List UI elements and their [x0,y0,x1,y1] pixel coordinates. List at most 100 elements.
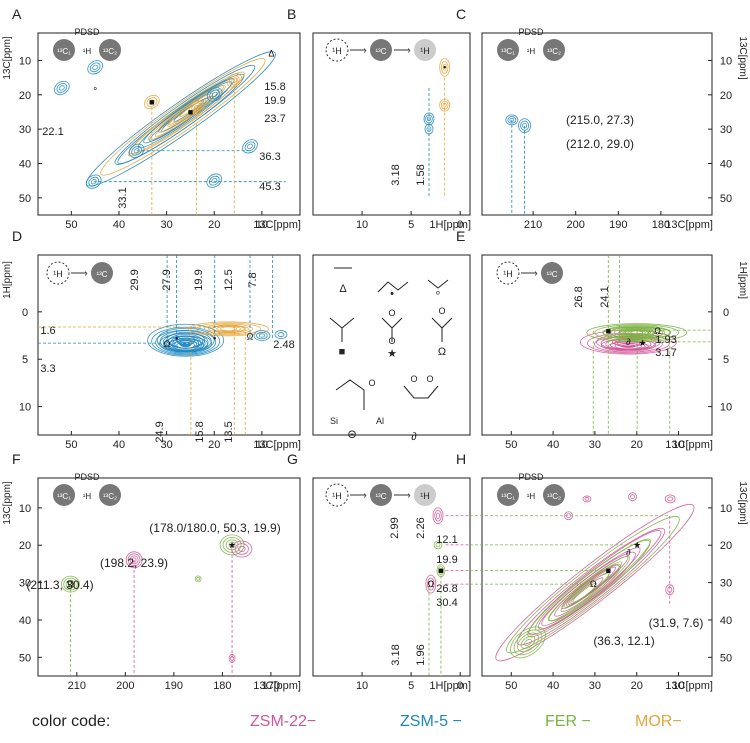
panel-A: A50 40 30 20 1013C[ppm]102030405013C[ppm]PDS… [2,6,301,231]
annot-1.6: 1.6 [40,325,55,337]
nucleus-c2-icon [99,484,121,506]
contour-peak [188,100,205,115]
color-legend: color code: ZSM-22− ZSM-5 − FER − MOR− [0,705,750,743]
contour-peak [234,543,249,555]
contour-peak [513,629,543,656]
contour-peak [168,337,203,351]
panel-H-ytick-label: 40 [720,615,732,627]
contour-peak [131,145,142,156]
annot-24.1: 24.1 [599,286,611,307]
panel-C-xlabel: 13C[ppm] [665,219,713,231]
panel-F-frame [37,477,301,677]
legend-fer: FER − [545,713,591,731]
nucleus-c1-label: ¹³C₁ [57,47,71,56]
contour-peak [253,330,271,341]
structure-atom: O [410,374,417,384]
legend-zsm22-label: ZSM-22 [250,713,307,730]
contour-peak [167,338,205,352]
annot-2.48: 2.48 [273,339,294,351]
panel-H-ytick-label: 50 [720,652,732,664]
panel-H-xtick-label: 30 [589,680,601,692]
contour-peak [426,126,432,133]
marker-delta: Δ [268,49,274,59]
panel-C-ytick-label: 30 [720,124,732,136]
annot-30.4: 30.4 [436,597,457,609]
panel-F-label: F [12,451,21,467]
contour-peak [624,328,650,337]
legend-mor: MOR− [635,713,682,731]
nucleus-c2-label: ¹³C₂ [103,47,117,56]
contour-peak [247,143,253,149]
panel-D-xtick-label: 20 [208,439,220,451]
panel-E-ytick-label: 5 [723,354,729,366]
structure-symbol: Θ [348,429,357,441]
panel-A-ytick-label: 10 [19,55,31,67]
contour-peak [524,638,532,646]
structure-symbol: ★ [387,348,397,360]
contour-peak [176,337,195,346]
nucleus-c2-label: ¹³C₂ [547,492,561,501]
annot-d-top: 19.9 [193,269,205,290]
marker-partial: ∂ [626,337,631,347]
arrow-head-icon: › [407,490,410,501]
structure-propane [377,281,409,293]
proton-label: ¹H [83,47,92,56]
panel-E-xtick-label: 30 [589,439,601,451]
proton-label: ¹H [527,47,536,56]
exp-label: PDSD [74,472,100,482]
contour-diagonal [560,573,610,612]
structure-ketone [431,317,453,342]
contour-peak [90,179,97,185]
panel-A-ytick-label: 30 [19,124,31,136]
panel-E-xtick-label: 50 [505,439,517,451]
contour-peak [433,540,443,550]
contour-peak [586,323,688,343]
carbon-icon [370,39,392,61]
panel-H-ytick-label: 10 [720,503,732,515]
panel-G-xlabel: 1H[ppm] [429,680,471,692]
proton-detect-label: ¹H [420,491,430,501]
structure-surface-acyl [335,379,365,410]
contour-peak [442,63,447,71]
marker-star: ★ [633,540,641,550]
proton-detect-icon [414,39,436,61]
nmr-figure: A50 40 30 20 1013C[ppm]102030405013C[ppm]PDS… [2,6,748,692]
contour-peak [196,322,261,336]
annot-24.9: 24.9 [154,421,166,442]
marker-omega: ∘ [92,83,98,93]
structure-atom: O [388,336,395,346]
nucleus-c1-icon [497,39,519,61]
contour-peak [216,325,241,332]
annot-45.3: 45.3 [259,181,280,193]
annot-1.58: 1.58 [415,164,427,185]
contour-peak [193,104,200,111]
annot-13.5: 13.5 [223,421,235,442]
structure-isopropyl [427,279,449,289]
contour-peak [582,495,592,503]
contour-diagonal [538,551,636,630]
annot-3.18: 3.18 [390,164,402,185]
structure-symbol: ∘ [435,287,442,299]
panel-F-xtick-label: 180 [213,680,231,692]
annot-2.99: 2.99 [389,517,401,538]
contour-peak [206,173,223,188]
marker-omega: Ω [654,326,661,336]
structure-atom: O [368,378,375,388]
arrow-head-icon: › [84,268,87,279]
contour-peak [228,75,240,86]
contour-peak [206,87,223,102]
panel-A-ytick-label: 40 [19,158,31,170]
carbon-icon [91,262,113,284]
contour-peak [176,341,196,349]
annot-36.3-12.1: (36.3, 12.1) [593,634,654,648]
contour-diagonal [554,564,620,617]
annot-d-top: 27.9 [161,269,173,290]
contour-peak [507,116,517,124]
panel-C-ytick-label: 50 [720,193,732,205]
proton-label: ¹H [527,492,536,501]
panel-H: H50 40 30 20 1013C[ppm]102030405013C[ppm]PDS… [456,451,748,692]
nucleus-c1-icon [53,484,75,506]
